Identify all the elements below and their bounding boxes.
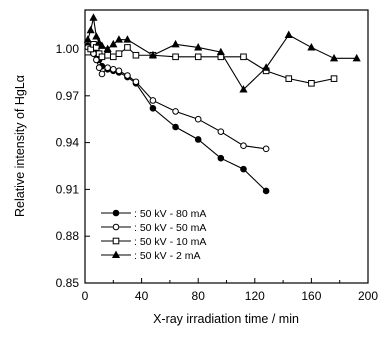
data-point-open-circle	[95, 64, 103, 72]
data-point-open-square	[194, 53, 202, 61]
legend-label: : 50 kV - 50 mA	[134, 222, 206, 234]
x-tick-label: 200	[358, 289, 378, 303]
y-tick-label: 0.88	[56, 229, 80, 243]
x-tick-label: 160	[301, 289, 321, 303]
data-point-open-circle	[104, 64, 111, 72]
data-point-filled-triangle	[216, 47, 225, 56]
data-point-open-square	[330, 75, 338, 82]
data-point-open-circle	[93, 56, 100, 64]
legend-label: : 50 kV - 10 mA	[134, 236, 206, 248]
x-tick-label: 0	[82, 289, 89, 303]
data-point-filled-triangle	[111, 250, 121, 259]
data-point-open-square	[115, 50, 123, 57]
data-point-filled-triangle	[194, 43, 203, 51]
data-point-filled-triangle	[92, 32, 101, 40]
data-point-filled-circle	[194, 136, 202, 143]
data-point-open-square	[132, 51, 140, 59]
data-point-filled-triangle	[97, 41, 107, 49]
data-point-open-square	[104, 51, 111, 59]
data-point-filled-triangle	[114, 35, 124, 43]
series-lines	[87, 17, 357, 192]
data-point-open-circle	[217, 128, 225, 135]
axis-ticks: 0 40 80 120 160 200 0.85 0.88 0.91 0.94 0.97 1.00	[56, 42, 379, 303]
data-point-filled-triangle	[89, 13, 98, 21]
y-tick-label: 0.97	[56, 89, 80, 103]
data-point-filled-circle	[240, 165, 247, 173]
data-point-open-circle	[149, 97, 157, 104]
plot-frame	[84, 9, 369, 284]
data-point-open-square	[110, 53, 117, 61]
y-tick-label: 0.94	[56, 136, 80, 150]
data-point-open-square	[285, 75, 293, 82]
y-tick-label: 0.91	[56, 182, 80, 196]
series-line	[87, 46, 267, 150]
data-point-filled-triangle	[284, 30, 293, 38]
data-point-filled-triangle	[262, 63, 271, 71]
data-point-open-square	[240, 53, 247, 61]
data-point-filled-triangle	[103, 44, 112, 52]
data-point-filled-circle	[172, 123, 179, 131]
data-point-open-square	[98, 53, 106, 61]
y-tick-label: 1.00	[56, 42, 80, 56]
data-point-open-square	[172, 53, 179, 61]
data-point-filled-triangle	[239, 85, 248, 93]
y-tick-label: 0.85	[56, 276, 80, 290]
data-point-open-circle	[132, 78, 140, 86]
legend: : 50 kV - 80 mA : 50 kV - 50 mA : 50 kV - …	[101, 208, 206, 262]
x-tick-label: 80	[192, 289, 206, 303]
data-point-filled-triangle	[171, 39, 180, 48]
data-point-filled-circle	[217, 154, 225, 162]
x-tick-label: 120	[245, 289, 265, 303]
data-point-open-circle	[172, 108, 179, 115]
data-point-filled-triangle	[307, 43, 316, 51]
legend-label: : 50 kV - 2 mA	[134, 250, 201, 262]
data-point-open-circle	[115, 67, 123, 75]
data-point-open-circle	[124, 72, 131, 79]
data-point-open-circle	[112, 223, 120, 231]
data-point-open-circle	[194, 115, 202, 123]
legend-label: : 50 kV - 80 mA	[134, 208, 206, 220]
data-point-filled-circle	[149, 104, 157, 112]
x-axis-label: X-ray irradiation time / min	[153, 312, 299, 326]
data-point-open-square	[124, 44, 131, 51]
data-point-open-circle	[98, 70, 106, 78]
data-point-open-square	[308, 80, 315, 87]
data-point-filled-triangle	[329, 53, 339, 62]
data-point-open-circle	[110, 65, 117, 73]
data-point-filled-triangle	[109, 39, 118, 48]
data-point-filled-triangle	[86, 25, 95, 34]
data-point-open-circle	[240, 142, 247, 150]
data-point-open-square	[112, 237, 120, 245]
series-markers	[83, 13, 361, 195]
data-point-filled-triangle	[83, 35, 92, 43]
y-axis-label: Relative intensity of HgLα	[13, 75, 27, 217]
data-point-filled-circle	[262, 187, 270, 195]
data-point-filled-triangle	[352, 53, 361, 62]
data-point-open-circle	[262, 145, 270, 153]
data-point-filled-triangle	[148, 50, 157, 59]
x-tick-label: 40	[135, 289, 149, 303]
data-point-filled-circle	[112, 209, 120, 217]
data-point-filled-triangle	[123, 35, 132, 43]
